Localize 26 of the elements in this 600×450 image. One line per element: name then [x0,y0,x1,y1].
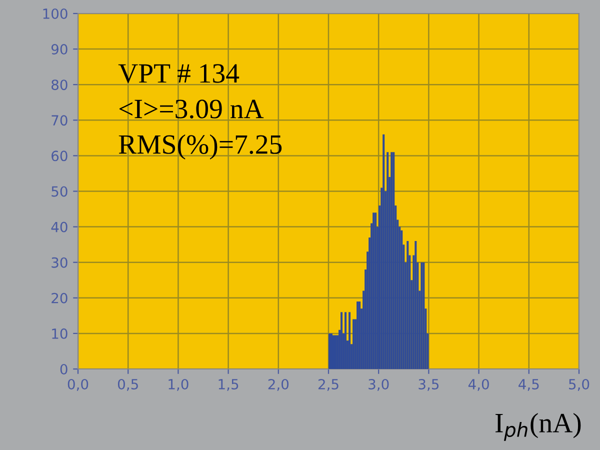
x-tick-label: 5,0 [569,378,590,391]
x-tick-label: 3,5 [418,378,439,391]
y-tick-label: 40 [51,222,68,232]
y-tick-label: 20 [52,292,68,304]
y-tick-label: 70 [52,115,68,126]
x-axis-title: I$_{ph}$(nA) [496,412,581,441]
x-tick-label: 1,5 [218,379,238,391]
x-tick-label: 3,0 [368,378,389,391]
y-tick-label: 30 [52,257,68,268]
x-tick-label: 2,5 [318,378,338,391]
y-tick-label: 50 [52,186,68,197]
annotation: VPT # 134 [118,64,240,83]
y-tick-label: 10 [52,328,68,339]
y-tick-label: 60 [52,150,68,162]
y-tick-label: 80 [52,80,68,90]
y-tick-label: 100 [43,8,68,19]
x-tick-label: 0,0 [68,378,88,391]
x-tick-label: 2,0 [268,378,289,391]
y-tick-label: 0 [60,364,68,374]
x-tick-label: 4,5 [518,379,539,391]
x-tick-label: 1,0 [168,378,188,391]
y-tick-label: 90 [51,44,68,55]
x-tick-label: 0,5 [118,378,138,391]
x-tick-label: 4,0 [468,378,489,391]
annotation: <I>=3.09 nA [119,100,264,118]
annotation: RMS(%)=7.25 [118,134,282,160]
